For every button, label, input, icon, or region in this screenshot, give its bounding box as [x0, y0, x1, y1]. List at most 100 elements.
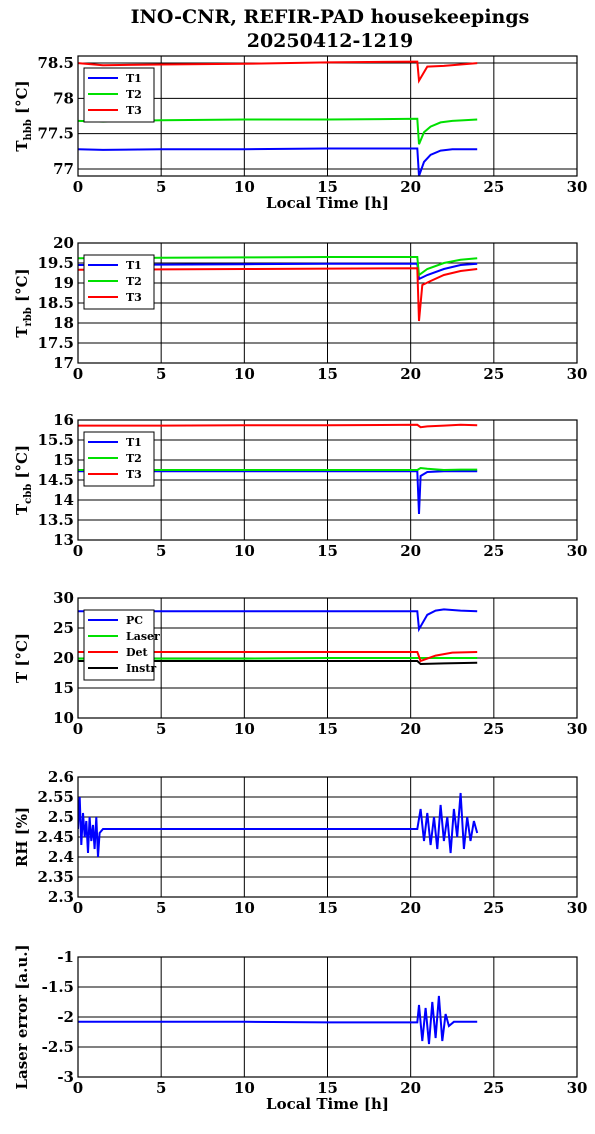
panels-group: 0 5 10 15 20 25 30 77 77.5 78 78.5 Local Time [h] Th…	[13, 54, 587, 1113]
chart-panel-5: 0 5 10 15 20 25 30 2.3 2.35 2.4 2.45 2.5 2.55 2.6 RH […	[13, 768, 587, 917]
plot-frame	[77, 242, 578, 364]
legend-label-t3: T3	[126, 468, 142, 481]
plot-frame	[77, 956, 578, 1078]
y-axis-label: Tcbb [°C]	[13, 445, 34, 515]
legend-label-t2: T2	[126, 88, 142, 101]
y-tick-label: 20	[53, 234, 74, 252]
chart-panel-1: 0 5 10 15 20 25 30 77 77.5 78 78.5 Local Time [h] Th…	[13, 54, 587, 212]
x-tick-label: 15	[317, 365, 338, 383]
y-axis-label: Trbb [°C]	[13, 268, 34, 337]
y-tick-label: 17	[53, 354, 74, 372]
y-axis-label: Thbb [°C]	[13, 80, 34, 151]
y-tick-label: 13.5	[37, 511, 74, 529]
y-tick-label: -1.5	[42, 978, 74, 996]
x-tick-label: 15	[317, 899, 338, 917]
x-tick-label: 10	[234, 178, 255, 196]
legend: PC Laser Det Instr	[83, 609, 160, 681]
legend-label-t3: T3	[126, 291, 142, 304]
y-tick-label: 10	[53, 709, 74, 727]
series-line-det	[78, 651, 478, 663]
series-line-t1	[78, 147, 478, 176]
x-tick-label: 20	[400, 542, 421, 560]
x-tick-label: 25	[483, 899, 504, 917]
legend-label-t1: T1	[126, 436, 142, 449]
y-tick-label: 2.4	[48, 848, 74, 866]
plot-frame	[77, 419, 578, 541]
x-tick-label: 5	[156, 365, 166, 383]
x-axis-label: Local Time [h]	[266, 194, 389, 212]
y-tick-label: 78.5	[37, 54, 74, 72]
y-tick-label: 78	[53, 89, 74, 107]
x-tick-label: 20	[400, 720, 421, 738]
y-tick-label: 2.3	[48, 888, 74, 906]
y-tick-label: 2.35	[37, 868, 74, 886]
legend-label-t1: T1	[126, 72, 142, 85]
plot-frame	[77, 597, 578, 719]
series-line-instr	[78, 660, 478, 666]
x-tick-label: 10	[234, 542, 255, 560]
legend-label-t2: T2	[126, 452, 142, 465]
x-tick-label: 20	[400, 365, 421, 383]
y-tick-label: -2.5	[42, 1038, 74, 1056]
y-tick-label: 19.5	[37, 254, 74, 272]
x-tick-label: 10	[234, 899, 255, 917]
y-tick-label: 30	[53, 589, 74, 607]
y-axis-label: RH [%]	[13, 807, 31, 867]
figure-title-line2: 20250412-1219	[247, 30, 414, 52]
x-tick-label: 15	[317, 542, 338, 560]
x-tick-label: 0	[73, 178, 83, 196]
legend-label-instr: Instr	[126, 662, 156, 675]
y-tick-label: 25	[53, 619, 74, 637]
x-tick-label: 30	[567, 542, 588, 560]
y-tick-label: 15	[53, 679, 74, 697]
chart-panel-3: 0 5 10 15 20 25 30 13 13.5 14 14.5 15 15.5 16 Tcbb [°C…	[13, 411, 587, 560]
y-tick-label: 2.45	[37, 828, 74, 846]
y-tick-label: 17.5	[37, 334, 74, 352]
series-line-t2	[78, 256, 478, 277]
x-tick-label: 15	[317, 1079, 338, 1097]
y-tick-label: 20	[53, 649, 74, 667]
x-tick-label: 10	[234, 720, 255, 738]
legend-label-det: Det	[126, 646, 149, 659]
x-tick-label: 0	[73, 542, 83, 560]
x-tick-label: 30	[567, 720, 588, 738]
y-tick-label: 18	[53, 314, 74, 332]
y-tick-label: 19	[53, 274, 74, 292]
x-tick-label: 25	[483, 542, 504, 560]
legend: T1 T2 T3	[83, 431, 155, 487]
y-tick-label: 15	[53, 451, 74, 469]
x-tick-label: 0	[73, 899, 83, 917]
x-tick-label: 0	[73, 365, 83, 383]
series-line-data	[78, 995, 478, 1045]
x-tick-label: 0	[73, 720, 83, 738]
y-tick-label: 2.55	[37, 788, 74, 806]
y-tick-label: -1	[57, 948, 74, 966]
series-line-t1	[78, 470, 478, 515]
series-line-pc	[78, 608, 478, 633]
x-tick-label: 25	[483, 365, 504, 383]
legend-label-pc: PC	[126, 614, 143, 627]
plot-frame	[77, 55, 578, 177]
y-tick-label: 77.5	[37, 125, 74, 143]
y-tick-label: 13	[53, 531, 74, 549]
x-tick-label: 20	[400, 1079, 421, 1097]
x-tick-label: 5	[156, 1079, 166, 1097]
legend: T1 T2 T3	[83, 67, 155, 123]
y-tick-label: 15.5	[37, 431, 74, 449]
x-tick-label: 20	[400, 899, 421, 917]
x-tick-label: 25	[483, 178, 504, 196]
x-tick-label: 5	[156, 720, 166, 738]
y-tick-label: 2.5	[48, 808, 74, 826]
series-line-data	[78, 792, 479, 858]
y-axis-label: T [°C]	[13, 633, 31, 683]
x-tick-label: 5	[156, 542, 166, 560]
y-tick-label: 14.5	[37, 471, 74, 489]
figure-title-line1: INO-CNR, REFIR-PAD housekeepings	[131, 6, 530, 28]
x-tick-label: 20	[400, 178, 421, 196]
series-line-t3	[78, 423, 478, 429]
series-line-t2	[78, 117, 478, 145]
legend: T1 T2 T3	[83, 254, 155, 310]
chart-panel-4: 0 5 10 15 20 25 30 10 15 20 25 30 T [°C] PC Laser Det In…	[13, 589, 587, 738]
y-axis-label: Laser error [a.u.]	[13, 944, 31, 1089]
x-tick-label: 30	[567, 365, 588, 383]
